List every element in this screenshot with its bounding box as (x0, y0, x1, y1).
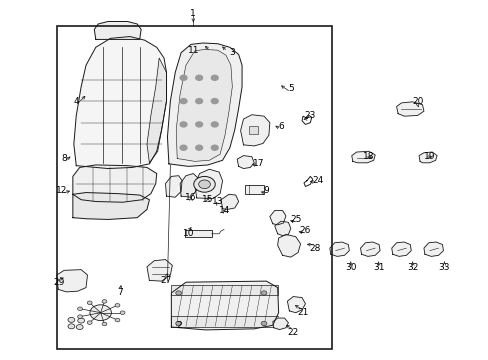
Polygon shape (73, 193, 149, 220)
Circle shape (115, 303, 120, 307)
Circle shape (78, 307, 82, 311)
Bar (184, 230, 211, 237)
Circle shape (195, 145, 202, 150)
Text: 18: 18 (363, 152, 374, 161)
Polygon shape (237, 156, 254, 168)
Text: 3: 3 (229, 48, 235, 57)
Circle shape (102, 300, 107, 303)
Text: 29: 29 (53, 278, 65, 287)
Text: 15: 15 (202, 195, 213, 204)
Text: 10: 10 (183, 229, 194, 238)
Polygon shape (94, 22, 141, 40)
Circle shape (195, 75, 202, 80)
Bar (57, 26, 331, 348)
Bar (171, 285, 277, 296)
Circle shape (211, 145, 218, 150)
Circle shape (175, 291, 181, 295)
Polygon shape (165, 176, 182, 197)
Text: 16: 16 (185, 193, 196, 202)
Bar (245, 185, 264, 194)
Polygon shape (180, 174, 198, 197)
Circle shape (261, 321, 266, 325)
Text: 11: 11 (187, 46, 199, 55)
Text: 22: 22 (287, 328, 298, 337)
Polygon shape (221, 194, 238, 210)
Circle shape (180, 75, 186, 80)
Polygon shape (194, 169, 222, 199)
Circle shape (180, 122, 186, 127)
Circle shape (68, 318, 75, 322)
Polygon shape (73, 165, 157, 202)
Bar (249, 126, 258, 134)
Text: 20: 20 (411, 96, 423, 105)
Circle shape (180, 99, 186, 104)
Text: 30: 30 (345, 264, 356, 273)
Polygon shape (423, 242, 443, 256)
Circle shape (211, 75, 218, 80)
Polygon shape (240, 115, 269, 146)
Circle shape (76, 324, 83, 329)
Text: 21: 21 (297, 308, 308, 317)
Circle shape (261, 291, 266, 295)
Polygon shape (277, 234, 300, 257)
Circle shape (115, 318, 120, 322)
Text: 7: 7 (117, 288, 123, 297)
Text: 8: 8 (61, 154, 67, 163)
Circle shape (87, 321, 92, 324)
Polygon shape (418, 152, 436, 163)
Text: 1: 1 (190, 9, 196, 18)
Text: 19: 19 (423, 152, 435, 161)
Circle shape (195, 99, 202, 104)
Circle shape (193, 176, 215, 192)
Text: 33: 33 (438, 264, 449, 273)
Circle shape (120, 311, 125, 315)
Text: 12: 12 (56, 186, 67, 195)
Circle shape (175, 321, 181, 325)
Circle shape (198, 180, 210, 189)
Circle shape (78, 315, 82, 318)
Polygon shape (272, 318, 288, 329)
Polygon shape (329, 242, 348, 256)
Text: 2: 2 (176, 321, 181, 330)
Polygon shape (171, 281, 278, 330)
Circle shape (211, 122, 218, 127)
Circle shape (87, 301, 92, 305)
Circle shape (180, 145, 186, 150)
Text: 9: 9 (263, 186, 269, 195)
Circle shape (90, 305, 111, 320)
Polygon shape (147, 260, 172, 281)
Text: 31: 31 (372, 264, 384, 273)
Text: 6: 6 (278, 122, 284, 131)
Circle shape (102, 322, 107, 326)
Circle shape (211, 99, 218, 104)
Polygon shape (167, 43, 242, 166)
Text: 27: 27 (161, 276, 172, 285)
Polygon shape (274, 221, 290, 235)
Polygon shape (147, 58, 166, 163)
Bar (171, 316, 277, 327)
Polygon shape (269, 211, 285, 225)
Polygon shape (287, 297, 305, 313)
Polygon shape (351, 151, 374, 163)
Text: 23: 23 (304, 111, 315, 120)
Text: 5: 5 (287, 84, 293, 93)
Circle shape (68, 324, 75, 329)
Text: 28: 28 (309, 244, 320, 253)
Polygon shape (176, 49, 232, 161)
Polygon shape (74, 37, 166, 168)
Circle shape (78, 318, 84, 323)
Text: 14: 14 (219, 206, 230, 215)
Polygon shape (391, 242, 410, 256)
Text: 13: 13 (211, 197, 223, 206)
Text: 17: 17 (253, 159, 264, 168)
Text: 4: 4 (73, 96, 79, 105)
Polygon shape (57, 270, 87, 292)
Polygon shape (396, 102, 423, 116)
Text: 24: 24 (311, 176, 323, 185)
Text: 32: 32 (406, 264, 418, 273)
Circle shape (195, 122, 202, 127)
Text: 25: 25 (289, 215, 301, 224)
Polygon shape (360, 242, 379, 256)
Text: 26: 26 (299, 226, 310, 235)
